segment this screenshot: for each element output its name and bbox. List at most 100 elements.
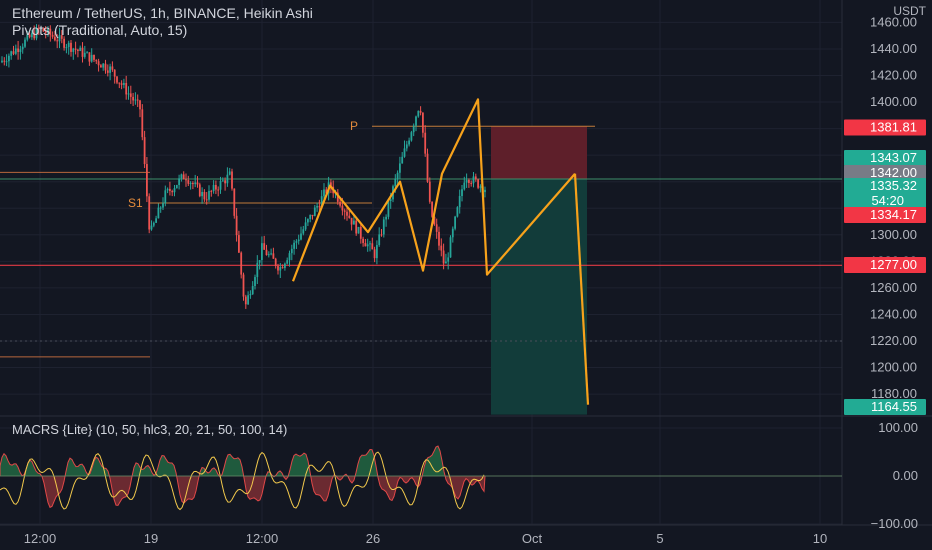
candle-body-188 [433, 216, 436, 225]
candle-body-199 [458, 196, 461, 208]
candle-body-69 [159, 207, 162, 209]
position-zones [491, 126, 587, 415]
candle-body-197 [454, 216, 456, 229]
candle-body-84 [194, 182, 197, 185]
candle-body-38 [88, 52, 91, 62]
candle-body-195 [449, 237, 452, 258]
candle-body-96 [221, 180, 224, 182]
candle-body-36 [83, 52, 86, 57]
candle-body-119 [274, 258, 277, 266]
candle-body-18 [42, 28, 45, 32]
candle-body-88 [203, 191, 206, 200]
candle-body-68 [157, 207, 160, 219]
candle-body-205 [472, 176, 475, 184]
candle-body-102 [235, 215, 238, 236]
candle-body-47 [109, 66, 111, 73]
candle-body-67 [155, 218, 157, 223]
candle-body-114 [263, 243, 266, 250]
candle-body-101 [233, 188, 236, 216]
candle-body-82 [189, 183, 192, 185]
candle-body-2 [5, 61, 8, 63]
candle-body-41 [95, 59, 98, 62]
candle-body-178 [410, 132, 413, 141]
candle-body-59 [136, 99, 139, 101]
candle-body-120 [277, 265, 279, 271]
countdown-label: 54:20 [871, 193, 904, 208]
candle-body-10 [24, 39, 26, 47]
candle-body-203 [468, 180, 470, 183]
candle-body-94 [217, 189, 220, 191]
candle-body-12 [28, 34, 31, 38]
candle-body-76 [175, 185, 178, 189]
candle-body-53 [123, 83, 125, 85]
candle-body-164 [378, 234, 381, 246]
candle-body-180 [415, 116, 417, 126]
candle-body-108 [249, 294, 252, 296]
price-tick-1: 1440.00 [870, 41, 917, 56]
candle-body-111 [256, 262, 259, 278]
candle-body-115 [265, 249, 268, 256]
candle-body-55 [127, 93, 130, 95]
candle-body-21 [49, 28, 52, 35]
candle-body-135 [311, 214, 314, 217]
time-tick-3: 26 [366, 531, 380, 546]
osc-tick-1: 0.00 [893, 468, 918, 483]
candles [1, 24, 486, 309]
candle-body-132 [304, 222, 307, 230]
currency-label: USDT [893, 4, 926, 18]
candle-body-207 [477, 179, 479, 188]
osc-tick-0: 100.00 [878, 420, 918, 435]
candle-body-17 [40, 28, 42, 30]
candle-body-24 [56, 40, 59, 42]
candle-body-124 [286, 260, 289, 264]
price-label-3: 1335.32 [870, 178, 917, 193]
price-label-6: 1164.55 [871, 399, 917, 414]
candle-body-107 [247, 295, 249, 305]
price-tick-3: 1400.00 [870, 94, 917, 109]
osc-tick-2: −100.00 [871, 516, 918, 531]
macrs-oscillator [0, 445, 842, 511]
candle-body-25 [58, 35, 61, 42]
candle-body-57 [132, 96, 134, 101]
candle-body-106 [244, 296, 247, 305]
candle-body-116 [267, 254, 270, 256]
candle-body-147 [339, 201, 341, 206]
candle-body-11 [26, 34, 29, 40]
candle-body-118 [272, 253, 275, 259]
candle-body-77 [178, 178, 180, 186]
candle-body-151 [348, 215, 351, 218]
candle-body-171 [394, 178, 397, 187]
candle-body-97 [224, 180, 226, 184]
price-label-box-2 [844, 165, 926, 181]
macrs-positive-area [0, 446, 485, 476]
candle-body-125 [288, 253, 291, 261]
candle-body-64 [148, 196, 151, 230]
candle-body-191 [440, 245, 443, 251]
zigzag-line [291, 98, 576, 282]
pivots-legend: Pivots (Traditional, Auto, 15) [12, 22, 188, 38]
candle-body-7 [17, 48, 19, 52]
candle-body-131 [302, 229, 305, 234]
time-tick-0: 12:00 [24, 531, 57, 546]
candle-body-184 [424, 132, 427, 154]
candle-body-155 [357, 226, 360, 234]
candle-body-152 [350, 217, 353, 225]
candle-body-128 [295, 241, 298, 243]
candle-body-159 [366, 244, 369, 247]
candle-body-28 [65, 47, 68, 49]
candle-body-31 [72, 48, 75, 52]
candle-body-78 [180, 174, 183, 179]
candle-body-121 [279, 267, 282, 271]
candle-body-161 [371, 243, 374, 250]
candle-body-150 [346, 211, 348, 216]
candle-body-86 [198, 184, 201, 197]
candle-body-54 [125, 83, 128, 95]
candle-body-163 [376, 245, 378, 259]
candle-body-127 [293, 242, 295, 249]
candle-body-157 [362, 238, 364, 243]
candle-body-4 [10, 51, 13, 56]
candle-body-208 [479, 186, 482, 188]
candle-body-181 [417, 110, 420, 117]
